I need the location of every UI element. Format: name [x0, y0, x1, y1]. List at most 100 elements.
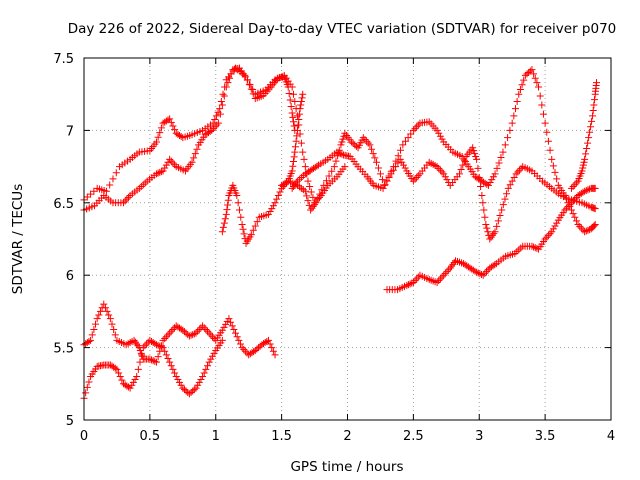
data-point: [249, 226, 257, 234]
data-point: [218, 326, 226, 334]
data-point: [83, 383, 91, 391]
data-point: [286, 96, 294, 104]
data-point: [380, 181, 388, 189]
data-point: [491, 228, 499, 236]
data-point: [316, 190, 324, 198]
data-point: [296, 105, 304, 113]
data-point: [407, 130, 415, 138]
data-point: [477, 183, 485, 191]
data-point: [87, 336, 95, 344]
data-point: [223, 318, 231, 326]
data-point: [438, 273, 446, 281]
data-point: [154, 169, 162, 177]
data-point: [548, 228, 556, 236]
data-point: [206, 127, 214, 135]
data-point: [374, 164, 382, 172]
data-point: [312, 199, 320, 207]
data-points: [80, 64, 601, 402]
data-point: [166, 155, 174, 163]
data-point: [517, 164, 525, 172]
data-point: [110, 326, 118, 333]
y-tick-label: 7.5: [53, 52, 74, 67]
data-point: [174, 375, 182, 383]
data-point: [159, 344, 167, 352]
data-point: [544, 137, 552, 145]
data-point: [579, 164, 587, 172]
data-point: [200, 324, 208, 332]
data-point: [255, 344, 263, 352]
data-point: [227, 318, 235, 326]
data-point: [378, 176, 386, 184]
data-point: [338, 150, 346, 158]
data-point: [290, 122, 298, 130]
data-point: [591, 184, 599, 192]
data-point: [226, 74, 234, 82]
data-point: [528, 66, 536, 74]
data-point: [171, 126, 179, 134]
data-point: [433, 126, 441, 134]
data-point: [167, 157, 175, 165]
data-point: [167, 362, 175, 370]
data-point: [484, 228, 492, 236]
data-point: [187, 331, 195, 339]
data-point: [276, 188, 284, 196]
data-point: [414, 172, 422, 180]
data-point: [225, 315, 233, 323]
x-tick-label: 3.5: [535, 429, 556, 444]
data-point: [169, 326, 177, 333]
data-point: [473, 268, 481, 276]
data-point: [411, 277, 419, 285]
data-point: [247, 231, 255, 239]
data-point: [433, 278, 441, 286]
data-point: [224, 196, 232, 204]
data-point: [189, 331, 197, 339]
data-point: [222, 83, 230, 91]
data-point: [111, 331, 119, 339]
data-point: [304, 177, 312, 185]
data-point: [133, 373, 141, 381]
data-point: [413, 123, 421, 131]
data-point: [234, 199, 242, 207]
data-point: [546, 146, 554, 154]
data-point: [397, 146, 405, 154]
data-point: [571, 195, 579, 203]
data-point: [134, 365, 142, 373]
data-point: [100, 300, 108, 308]
data-point: [111, 364, 119, 372]
data-point: [443, 176, 451, 184]
data-point: [483, 224, 491, 232]
data-point: [496, 211, 504, 219]
data-point: [268, 344, 276, 352]
data-point: [156, 342, 164, 350]
data-point: [185, 332, 193, 340]
y-tick-label: 6.5: [53, 197, 74, 212]
data-point: [283, 179, 291, 187]
data-point: [159, 167, 167, 175]
data-point: [581, 187, 589, 195]
data-point: [330, 163, 338, 171]
data-point: [296, 130, 304, 138]
data-point: [269, 347, 277, 355]
data-point: [436, 275, 444, 283]
data-point: [115, 369, 123, 377]
data-point: [220, 92, 228, 100]
data-point: [515, 90, 523, 98]
data-point: [512, 170, 520, 178]
data-point: [207, 331, 215, 339]
data-point: [291, 143, 299, 151]
data-point: [233, 192, 241, 200]
data-point: [390, 163, 398, 171]
data-point: [291, 148, 299, 156]
data-point: [572, 179, 580, 187]
data-point: [436, 166, 444, 174]
data-point: [297, 97, 305, 105]
data-point: [584, 226, 592, 234]
data-point: [210, 349, 218, 357]
data-point: [194, 381, 202, 389]
data-point: [247, 85, 255, 93]
data-point: [154, 353, 162, 361]
x-tick-label: 1.5: [271, 429, 292, 444]
data-point: [123, 195, 131, 203]
data-point: [271, 199, 279, 207]
data-point: [448, 262, 456, 270]
